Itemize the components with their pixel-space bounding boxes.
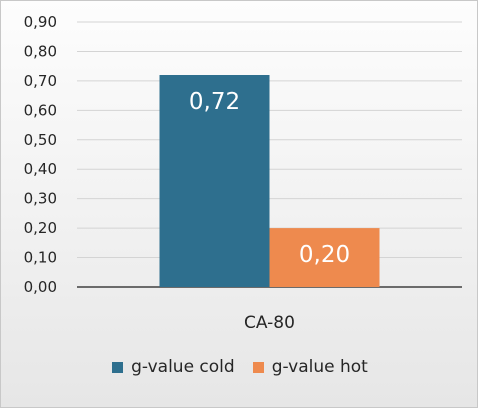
legend-label-hot: g-value hot [271, 357, 368, 377]
y-tick-label: 0,30 [24, 190, 57, 208]
legend-item-cold: g-value cold [112, 357, 235, 377]
legend-swatch-hot [252, 361, 264, 373]
y-tick-label: 0,00 [24, 278, 57, 296]
bar-hot [269, 228, 380, 287]
chart-legend: g-value cold g-value hot [0, 357, 480, 377]
legend-item-hot: g-value hot [252, 357, 368, 377]
y-tick-label: 0,40 [24, 160, 57, 178]
y-tick-label: 0,60 [24, 101, 57, 119]
y-tick-label: 0,90 [24, 13, 57, 31]
y-tick-label: 0,50 [24, 131, 57, 149]
legend-swatch-cold [112, 361, 124, 373]
data-label: 0,20 [299, 242, 350, 268]
x-category-label: CA-80 [244, 313, 295, 333]
y-tick-label: 0,70 [24, 72, 57, 90]
y-tick-label: 0,80 [24, 42, 57, 60]
bar-chart: 0,00 0,10 0,20 0,30 0,40 0,50 0,60 0,70 0,80 0,90… [24, 13, 462, 333]
legend-label-cold: g-value cold [131, 357, 235, 377]
data-label: 0,72 [189, 89, 240, 115]
y-tick-label: 0,10 [24, 249, 57, 267]
bar-cold [159, 75, 270, 287]
y-tick-label: 0,20 [24, 219, 57, 237]
